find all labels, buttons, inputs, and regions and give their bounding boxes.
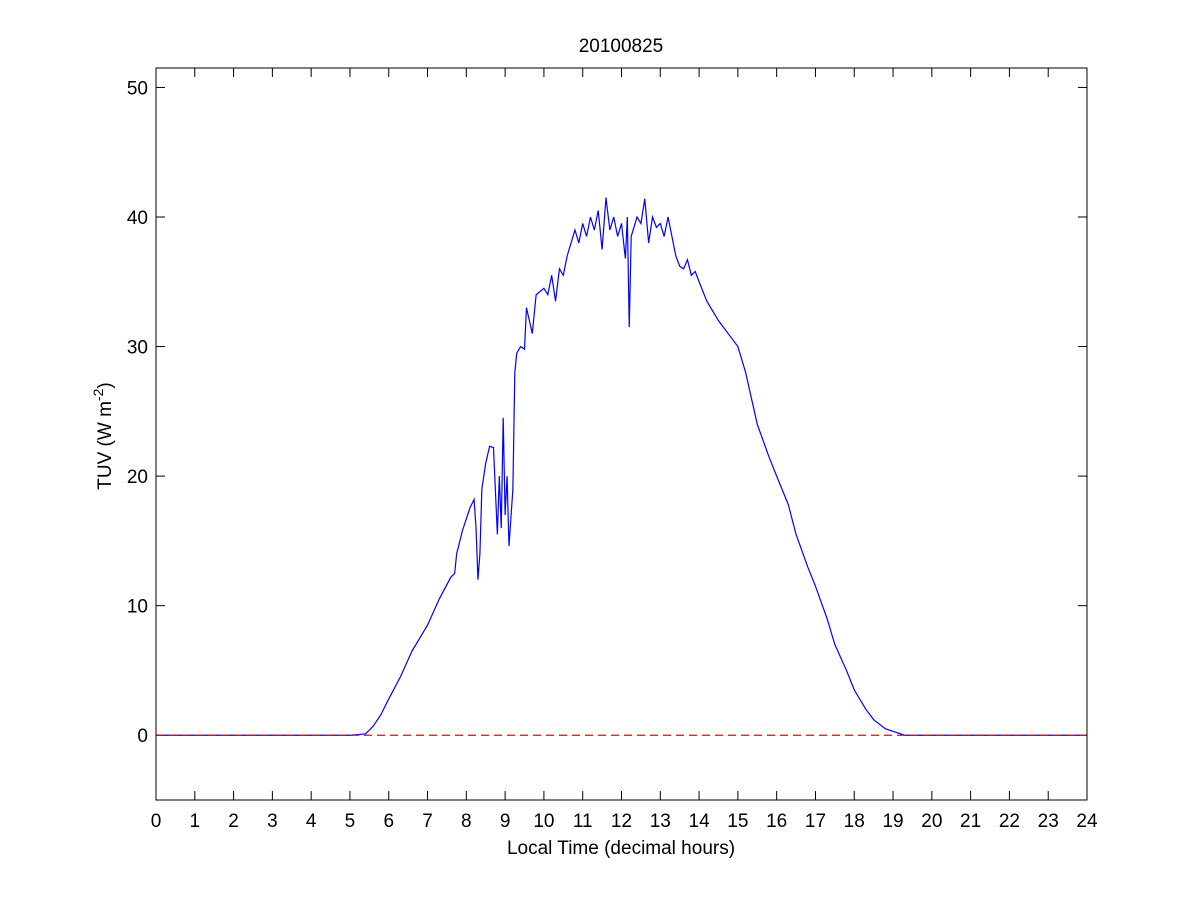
- x-tick-label: 8: [461, 811, 472, 832]
- x-tick-label: 20: [921, 811, 942, 832]
- x-tick-label: 1: [190, 811, 201, 832]
- x-tick-label: 3: [267, 811, 278, 832]
- plot-frame: [155, 67, 1088, 801]
- y-axis-label: TUV (W m-2): [90, 382, 116, 489]
- x-tick-label: 23: [1038, 811, 1059, 832]
- x-tick-label: 11: [573, 811, 593, 832]
- y-label-text: TUV (W m: [95, 401, 116, 490]
- x-tick-label: 24: [1076, 811, 1098, 832]
- x-tick-label: 22: [999, 811, 1020, 832]
- x-tick-label: 19: [882, 811, 903, 832]
- x-tick-label: 10: [533, 811, 554, 832]
- x-tick-label: 12: [611, 811, 632, 832]
- y-tick-label: 30: [127, 338, 148, 359]
- x-tick-label: 4: [306, 811, 317, 832]
- y-tick-label: 10: [127, 597, 148, 618]
- x-tick-label: 16: [766, 811, 787, 832]
- x-tick-label: 6: [383, 811, 394, 832]
- y-label-end: ): [95, 382, 116, 388]
- x-tick-label: 15: [727, 811, 748, 832]
- x-tick-label: 21: [960, 811, 981, 832]
- data-line: [156, 197, 1087, 736]
- y-tick-label: 40: [127, 208, 148, 229]
- x-tick-label: 17: [805, 811, 826, 832]
- chart-title: 20100825: [579, 36, 664, 57]
- y-tick-label: 0: [137, 726, 148, 747]
- x-tick-label: 2: [228, 811, 239, 832]
- x-axis-label: Local Time (decimal hours): [507, 838, 735, 859]
- x-tick-label: 7: [422, 811, 433, 832]
- y-label-sup: -2: [90, 388, 106, 401]
- x-tick-label: 14: [689, 811, 711, 832]
- y-tick-label: 20: [127, 467, 148, 488]
- x-tick-label: 5: [345, 811, 356, 832]
- x-tick-label: 9: [500, 811, 511, 832]
- x-tick-label: 13: [650, 811, 671, 832]
- y-tick-label: 50: [127, 78, 148, 99]
- x-tick-label: 18: [844, 811, 865, 832]
- x-tick-label: 0: [151, 811, 162, 832]
